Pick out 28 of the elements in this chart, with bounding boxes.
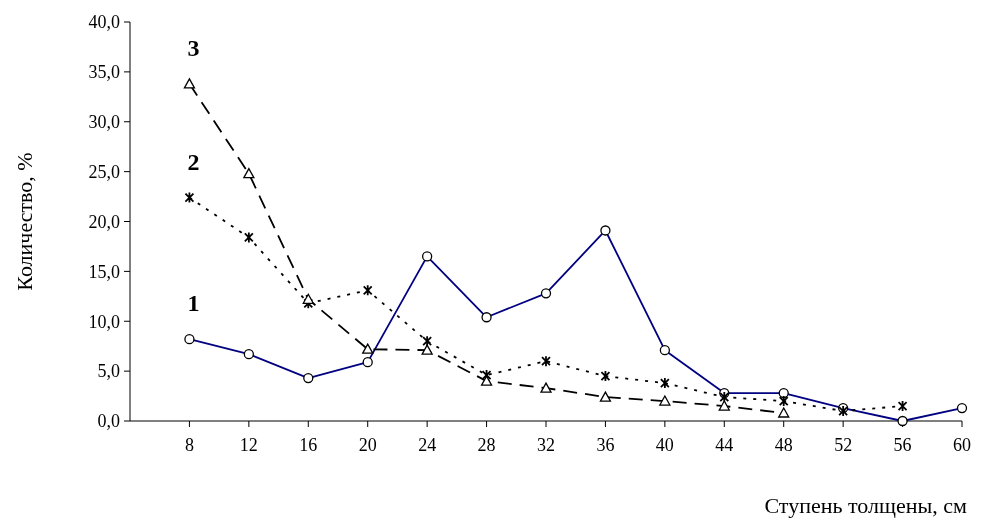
y-tick-label: 0,0: [97, 411, 120, 432]
x-tick-label: 40: [655, 435, 674, 455]
x-tick-label: 52: [834, 435, 853, 455]
y-tick-label: 15,0: [88, 261, 120, 282]
series-label: 2: [187, 148, 200, 175]
y-tick-label: 25,0: [88, 161, 120, 182]
y-tick-label: 20,0: [88, 211, 120, 232]
x-axis-title: Ступень толщены, см: [764, 493, 968, 518]
x-tick-label: 16: [299, 435, 318, 455]
x-tick-label: 56: [893, 435, 912, 455]
x-tick-label: 12: [239, 435, 258, 455]
y-tick-label: 10,0: [88, 311, 120, 332]
x-tick-label: 36: [596, 435, 615, 455]
x-tick-label: 28: [477, 435, 496, 455]
x-tick-label: 8: [184, 435, 194, 455]
series-label: 3: [187, 34, 200, 61]
y-tick-label: 35,0: [88, 62, 120, 83]
y-tick-label: 30,0: [88, 112, 120, 133]
x-tick-label: 32: [537, 435, 555, 455]
x-tick-label: 20: [358, 435, 377, 455]
y-tick-label: 40,0: [88, 12, 120, 33]
series-label: 1: [187, 290, 200, 317]
x-tick-label: 24: [418, 435, 437, 455]
y-tick-label: 5,0: [97, 361, 120, 382]
x-tick-label: 48: [774, 435, 793, 455]
y-axis-title: Количество, %: [12, 152, 37, 291]
x-tick-label: 60: [953, 435, 971, 455]
x-tick-label: 44: [715, 435, 734, 455]
